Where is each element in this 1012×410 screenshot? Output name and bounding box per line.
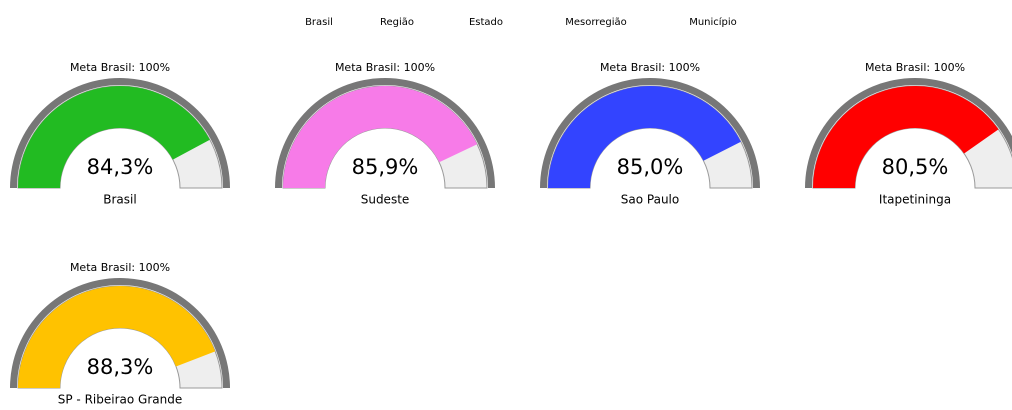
gauge-label: Sao Paulo: [621, 193, 679, 207]
gauge-label: Brasil: [103, 193, 136, 207]
gauge-value-arc: [283, 86, 478, 188]
gauge-title: Meta Brasil: 100%: [335, 61, 435, 74]
gauge-value-label: 85,9%: [352, 155, 419, 179]
gauge-title: Meta Brasil: 100%: [70, 61, 170, 74]
gauge-value-arc: [548, 85, 741, 188]
gauge-label: Sudeste: [361, 193, 410, 207]
gauge-value-label: 84,3%: [87, 155, 154, 179]
gauge-value-arc: [18, 286, 216, 388]
gauge-title: Meta Brasil: 100%: [865, 61, 965, 74]
gauge-label: SP - Ribeirao Grande: [58, 393, 182, 407]
menu-item[interactable]: Mesorregião: [565, 17, 626, 28]
gauge-label: Itapetininga: [879, 193, 951, 207]
menu-item[interactable]: Estado: [469, 17, 503, 28]
menu-item[interactable]: Região: [380, 17, 414, 28]
menu-item[interactable]: Brasil: [305, 17, 333, 28]
gauge-value-label: 85,0%: [617, 155, 684, 179]
gauge-value-arc: [813, 86, 999, 188]
gauge-title: Meta Brasil: 100%: [600, 61, 700, 74]
menu-item[interactable]: Município: [689, 16, 737, 28]
gauge-value-arc: [18, 86, 210, 188]
gauge-value-label: 80,5%: [882, 155, 949, 179]
gauge-title: Meta Brasil: 100%: [70, 261, 170, 274]
gauge-value-label: 88,3%: [87, 355, 154, 379]
